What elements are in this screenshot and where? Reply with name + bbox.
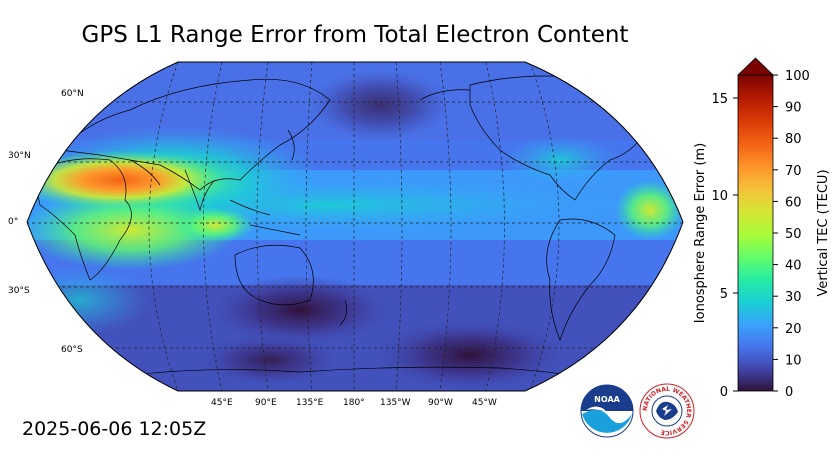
lat-label-30s: 30°S	[8, 286, 30, 296]
timestamp: 2025-06-06 12:05Z	[22, 418, 207, 440]
colorbar: 0 5 10 15 0 10 20 30 40 50 60 70 80 90 1…	[693, 57, 831, 400]
lon-label-45w: 45°W	[472, 398, 497, 408]
colorbar-left-label: Ionosphere Range Error (m)	[693, 143, 708, 323]
right-tick-10: 10	[785, 353, 802, 368]
right-tick-40: 40	[785, 259, 802, 274]
lat-label-60n: 60°N	[61, 89, 84, 99]
left-tick-15: 15	[711, 92, 728, 107]
colorbar-right-label: Vertical TEC (TECU)	[816, 169, 831, 296]
lat-label-eq: 0°	[8, 217, 19, 227]
right-tick-0: 0	[785, 385, 793, 400]
lat-label-60s: 60°S	[61, 345, 83, 355]
noaa-logo-text: NOAA	[594, 395, 620, 404]
chart-title: GPS L1 Range Error from Total Electron C…	[81, 22, 629, 48]
noaa-logo: NOAA	[580, 384, 634, 438]
colorbar-gradient	[737, 74, 774, 392]
tec-field	[27, 62, 683, 391]
right-tick-60: 60	[785, 195, 802, 210]
lat-label-30n: 30°N	[8, 151, 31, 161]
right-tick-80: 80	[785, 132, 802, 147]
right-tick-70: 70	[785, 164, 802, 179]
right-tick-90: 90	[785, 101, 802, 116]
lon-label-135w: 135°W	[380, 398, 411, 408]
left-tick-10: 10	[711, 189, 728, 204]
colorbar-extend-arrow	[737, 57, 774, 76]
left-tick-0: 0	[720, 385, 728, 400]
right-tick-20: 20	[785, 322, 802, 337]
right-tick-50: 50	[785, 227, 802, 242]
nws-logo: NATIONAL WEATHER SERVICE	[639, 383, 695, 439]
left-tick-5: 5	[720, 287, 728, 302]
lon-label-45e: 45°E	[211, 398, 233, 408]
lon-label-135e: 135°E	[296, 398, 324, 408]
tec-map	[26, 61, 684, 392]
lon-label-180: 180°	[343, 398, 365, 408]
right-tick-100: 100	[785, 69, 810, 84]
globe-outline	[26, 61, 684, 392]
right-tick-30: 30	[785, 290, 802, 305]
graticule	[27, 62, 683, 391]
lon-label-90e: 90°E	[255, 398, 277, 408]
lon-label-90w: 90°W	[428, 398, 453, 408]
